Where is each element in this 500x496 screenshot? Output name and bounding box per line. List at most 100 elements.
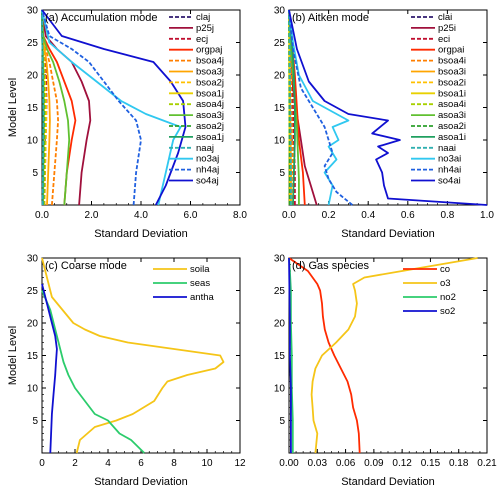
panel-title: (c) Coarse mode — [45, 260, 127, 272]
panel-title: (d) Gas species — [292, 260, 370, 272]
y-tick-label: 20 — [27, 319, 39, 330]
y-tick-label: 15 — [27, 351, 39, 362]
x-tick-label: 12 — [234, 458, 246, 469]
y-axis-label: Model Level — [7, 326, 19, 385]
legend-label-bsoa4i: bsoa4i — [438, 56, 466, 67]
panel-aitken-mode: 0.0 0.2 0.4 0.6 0.8 1.0 5 10 15 20 25 30 Standard De… — [274, 6, 495, 241]
x-tick-label: 2 — [72, 458, 78, 469]
legend-label-bsoa3j: bsoa3j — [196, 67, 224, 78]
legend-label-asoa4j: asoa4j — [196, 99, 224, 110]
y-tick-label: 25 — [27, 38, 39, 49]
series-line-co — [288, 257, 361, 454]
legend-label-bsoa4j: bsoa4j — [196, 56, 224, 67]
panel-accumulation-mode: 0.0 2.0 4.0 6.0 8.0 5 10 15 20 25 30 Standard Devia… — [7, 6, 247, 241]
legend-label-asoa1i: asoa1i — [438, 132, 466, 143]
series-line-nh4aj — [41, 9, 142, 206]
series-line-soila — [41, 257, 225, 454]
y-tick-label: 10 — [27, 136, 39, 147]
panel-gas-species: 0.00 0.03 0.06 0.09 0.12 0.15 0.18 0.21 5 10 15 20 2… — [274, 254, 497, 489]
legend-label-bsoa2i: bsoa2i — [438, 77, 466, 88]
y-tick-label: 10 — [274, 384, 286, 395]
x-tick-label: 0.0 — [282, 210, 296, 221]
x-tick-label: 8 — [171, 458, 177, 469]
series-line-nh4ai — [288, 9, 353, 206]
panel-title: (a) Accumulation mode — [45, 12, 158, 24]
legend-label-no2: no2 — [440, 292, 456, 303]
x-tick-label: 0.09 — [364, 458, 384, 469]
y-tick-label: 15 — [27, 103, 39, 114]
y-tick-label: 25 — [274, 38, 286, 49]
x-tick-label: 0.15 — [421, 458, 441, 469]
legend-label-asoa3i: asoa3i — [438, 110, 466, 121]
legend-label-nh4aj: nh4aj — [196, 165, 219, 176]
legend-label-orgpai: orgpai — [438, 45, 464, 56]
x-axis-label: Standard Deviation — [94, 228, 188, 240]
legend-label-asoa2i: asoa2i — [438, 121, 466, 132]
x-tick-label: 0.4 — [361, 210, 375, 221]
series-line-asoa3i — [288, 9, 300, 205]
x-tick-label: 1.0 — [480, 210, 494, 221]
panel-title: (b) Aitken mode — [292, 12, 369, 24]
y-tick-label: 20 — [274, 319, 286, 330]
y-tick-label: 30 — [274, 254, 286, 265]
legend-label-p25j: p25j — [196, 23, 214, 34]
x-tick-label: 0 — [39, 458, 45, 469]
x-axis-label: Standard Deviation — [341, 476, 435, 488]
x-tick-label: 0.2 — [322, 210, 336, 221]
x-tick-label: 0.18 — [449, 458, 469, 469]
series-line-asoa3j — [41, 9, 71, 206]
y-tick-label: 5 — [279, 416, 285, 427]
legend-label-bsoa1j: bsoa1j — [196, 88, 224, 99]
legend-label-bsoa3i: bsoa3i — [438, 67, 466, 78]
y-tick-label: 25 — [274, 286, 286, 297]
y-tick-label: 5 — [32, 416, 38, 427]
x-tick-label: 4 — [105, 458, 111, 469]
y-tick-label: 30 — [27, 6, 39, 17]
panel-coarse-mode: 0 2 4 6 8 10 12 5 10 15 20 25 30 Standard Deviation Mo… — [7, 254, 246, 489]
y-tick-label: 15 — [274, 103, 286, 114]
series-line-o3 — [310, 257, 478, 454]
legend-label-asoa4i: asoa4i — [438, 99, 466, 110]
series-line-orgpaj — [41, 9, 77, 206]
y-tick-label: 15 — [274, 351, 286, 362]
legend-label-bsoa2j: bsoa2j — [196, 77, 224, 88]
legend-label-o3: o3 — [440, 278, 451, 289]
x-axis-label: Standard Deviation — [94, 476, 188, 488]
y-tick-label: 5 — [32, 168, 38, 179]
legend-label-claj: claj — [196, 12, 210, 23]
x-tick-label: 0.03 — [308, 458, 328, 469]
y-axis-label: Model Level — [7, 78, 19, 137]
legend-label-nh4ai: nh4ai — [438, 165, 461, 176]
legend-label-bsoa1i: bsoa1i — [438, 88, 466, 99]
series-line-so2 — [288, 257, 292, 453]
x-tick-label: 0.21 — [477, 458, 497, 469]
x-tick-label: 4.0 — [134, 210, 148, 221]
series-line-antha — [41, 283, 58, 454]
x-axis-label: Standard Deviation — [341, 228, 435, 240]
y-tick-label: 10 — [27, 384, 39, 395]
series-line-p25j — [41, 9, 92, 206]
legend-label-seas: seas — [190, 278, 210, 289]
legend-label-co: co — [440, 264, 450, 275]
x-tick-label: 0.06 — [336, 458, 356, 469]
x-tick-label: 0.6 — [401, 210, 415, 221]
legend-label-asoa1j: asoa1j — [196, 132, 224, 143]
legend-label-asoa2j: asoa2j — [196, 121, 224, 132]
legend-label-ecj: ecj — [196, 34, 208, 45]
x-tick-label: 0.8 — [440, 210, 454, 221]
series-line-naaj — [41, 9, 45, 206]
y-tick-label: 25 — [27, 286, 39, 297]
legend-label-clai: clai — [438, 12, 452, 23]
series-line-no3aj — [41, 9, 182, 206]
x-tick-label: 0.12 — [392, 458, 412, 469]
legend-label-orgpaj: orgpaj — [196, 45, 222, 56]
legend-label-so2: so2 — [440, 306, 455, 317]
y-tick-label: 10 — [274, 136, 286, 147]
x-tick-label: 6 — [138, 458, 144, 469]
x-tick-label: 2.0 — [85, 210, 99, 221]
x-tick-label: 6.0 — [184, 210, 198, 221]
legend-label-antha: antha — [190, 292, 214, 303]
legend-label-no3aj: no3aj — [196, 154, 219, 165]
legend-label-so4aj: so4aj — [196, 176, 219, 187]
